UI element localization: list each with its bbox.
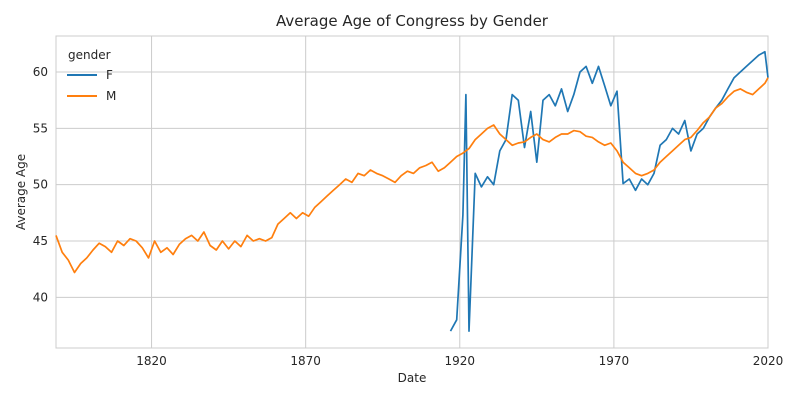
y-tick-label: 50 — [33, 178, 48, 192]
legend-title: gender — [68, 48, 111, 62]
y-tick-label: 55 — [33, 121, 48, 135]
x-tick-label: 2020 — [753, 354, 784, 368]
series-line-F — [449, 50, 769, 332]
x-tick-label: 1820 — [136, 354, 167, 368]
x-tick-label: 1920 — [445, 354, 476, 368]
legend-label-M: M — [106, 89, 116, 103]
series-line-M — [55, 77, 769, 274]
x-tick-label: 1870 — [290, 354, 321, 368]
chart-title: Average Age of Congress by Gender — [276, 12, 549, 30]
y-tick-label: 60 — [33, 65, 48, 79]
x-axis-ticks: 1820 1870 1920 1970 2020 — [136, 354, 783, 368]
series-layer — [55, 50, 769, 332]
x-axis-title: Date — [398, 371, 427, 385]
y-axis-ticks: 40 45 50 55 60 — [33, 65, 48, 304]
legend-label-F: F — [106, 68, 113, 82]
y-axis-title: Average Age — [14, 154, 28, 230]
x-tick-label: 1970 — [599, 354, 630, 368]
plot-frame — [55, 35, 769, 349]
y-tick-label: 45 — [33, 234, 48, 248]
grid — [56, 36, 769, 348]
y-tick-label: 40 — [33, 290, 48, 304]
legend: gender FM — [67, 48, 116, 103]
